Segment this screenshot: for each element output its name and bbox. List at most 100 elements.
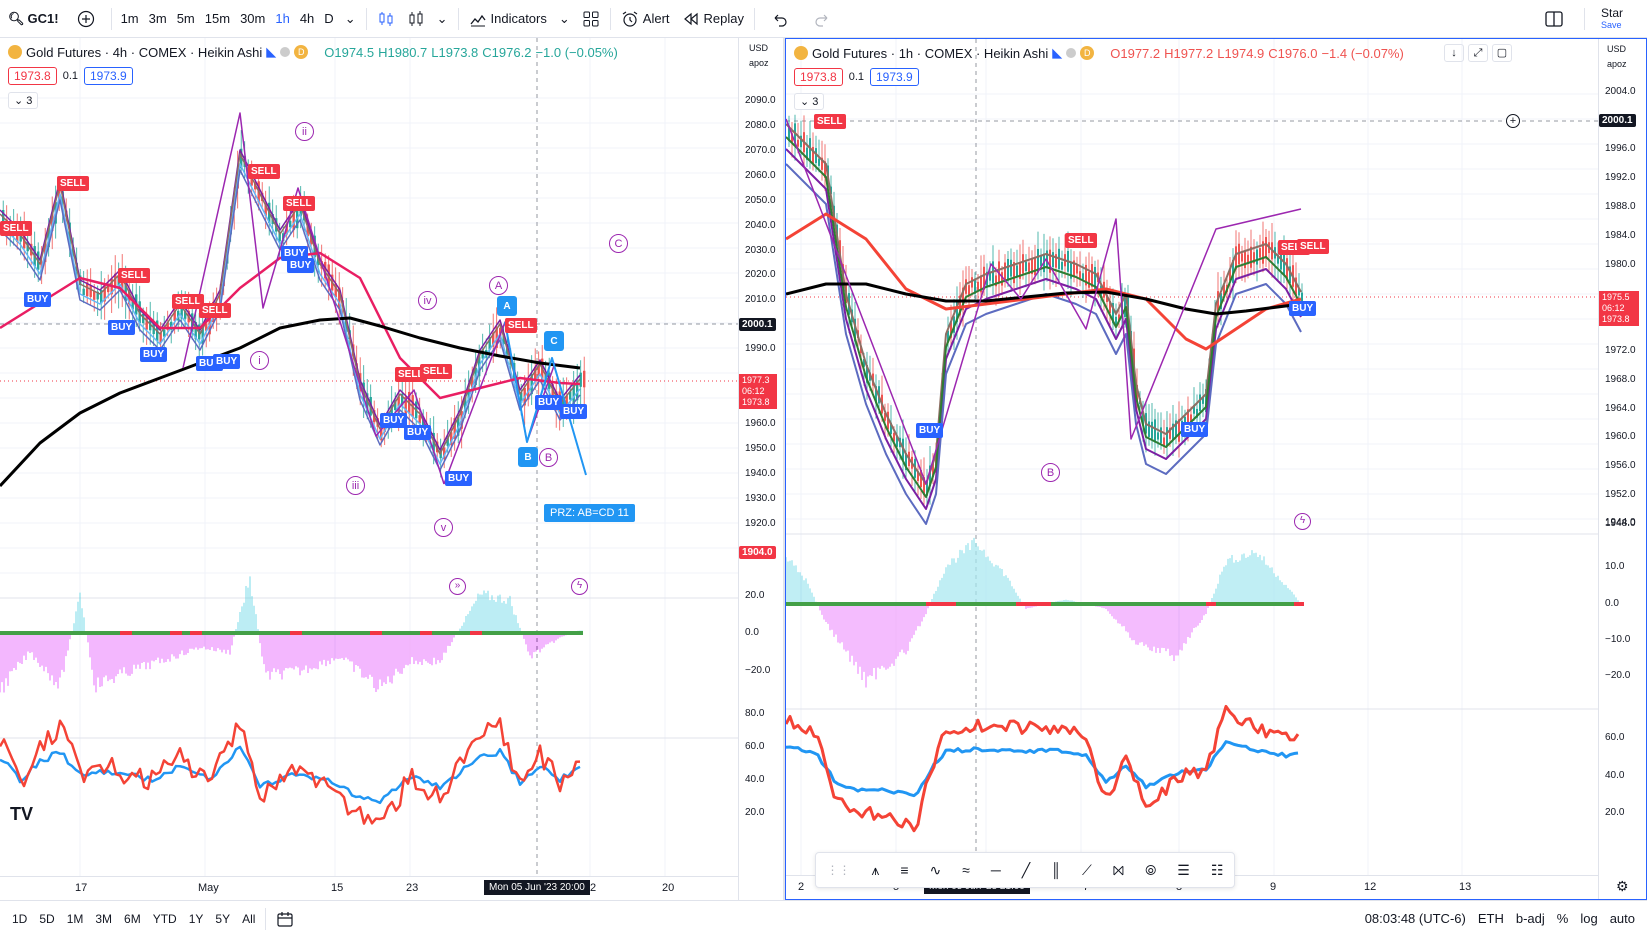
timeframe-dropdown[interactable]: ⌄ (339, 0, 362, 38)
save-layout-button[interactable]: Star Save (1589, 0, 1647, 38)
left-chart-pane[interactable]: Gold Futures · 4h · COMEX · Heikin Ashi … (0, 38, 783, 900)
wave-label-v[interactable]: v (434, 518, 453, 537)
scale-mode-label[interactable]: apoz (1607, 59, 1627, 69)
templates-button[interactable] (576, 0, 606, 38)
wave-label-A[interactable]: A (489, 276, 508, 295)
indicators-button[interactable]: Indicators (463, 0, 553, 38)
right-chart-pane[interactable]: Gold Futures · 1h · COMEX · Heikin Ashi … (785, 38, 1647, 900)
left-chart-title[interactable]: Gold Futures · 4h · COMEX · Heikin Ashi (26, 44, 263, 60)
sell-signal[interactable]: SELL (420, 364, 452, 379)
sell-signal[interactable]: SELL (57, 176, 89, 191)
session-toggle[interactable]: ETH (1477, 911, 1504, 926)
scale-mode-label[interactable]: apoz (749, 58, 769, 68)
chart-type-dropdown[interactable]: ⌄ (431, 0, 454, 38)
percent-toggle[interactable]: % (1556, 911, 1569, 926)
go-to-date-button[interactable] (270, 900, 300, 938)
buy-signal[interactable]: BUY (1181, 422, 1209, 437)
elliott-wave-icon[interactable]: ⨝ (1112, 861, 1125, 878)
flag-icon[interactable]: ◣ (266, 44, 277, 59)
maximize-pane-button[interactable]: ⤢ (1468, 44, 1488, 62)
fib-retracement-icon[interactable]: ≡ (900, 862, 909, 878)
range-6M[interactable]: 6M (124, 911, 141, 926)
buy-signal[interactable]: BUY (445, 471, 473, 486)
timeframe-30m[interactable]: 30m (240, 11, 266, 26)
prz-label[interactable]: PRZ: AB=CD 11 (544, 504, 635, 522)
wave-label-iii[interactable]: iii (346, 476, 365, 495)
sell-signal[interactable]: SELL (118, 268, 150, 283)
left-price-scale[interactable]: USD apoz 2090.0 2080.0 2070.0 2060.0 2050.0 2… (738, 38, 783, 900)
sell-signal[interactable]: SELL (0, 221, 32, 236)
buy-signal[interactable]: BUY (404, 425, 432, 440)
timeframe-D[interactable]: D (324, 11, 334, 26)
sell-signal[interactable]: SELL (199, 303, 231, 318)
flag-icon[interactable]: ◣ (1052, 45, 1063, 60)
ruler-icon[interactable]: ☷ (1210, 861, 1224, 878)
xabcd-pattern-icon[interactable]: ⩚ (871, 861, 880, 878)
indicators-collapse-button[interactable]: ⌄ 3 (8, 92, 39, 109)
timeframe-1m[interactable]: 1m (120, 11, 139, 26)
wave-label-ii[interactable]: ii (295, 122, 314, 141)
line-icon[interactable]: ⟋ (1082, 861, 1092, 878)
buy-signal[interactable]: BUY (1289, 301, 1317, 316)
buy-signal[interactable]: BUY (140, 347, 168, 362)
range-1Y[interactable]: 1Y (188, 911, 204, 926)
layout-button[interactable] (1528, 0, 1580, 38)
horizontal-ray-icon[interactable]: ─ (990, 862, 1001, 878)
right-chart-canvas[interactable] (786, 39, 1598, 875)
range-1M[interactable]: 1M (66, 911, 84, 926)
lightning-icon[interactable]: ϟ (571, 578, 588, 595)
sell-signal[interactable]: SELL (283, 196, 315, 211)
sell-signal[interactable]: SELL (172, 294, 204, 309)
right-chart-title[interactable]: Gold Futures · 1h · COMEX · Heikin Ashi (812, 45, 1049, 61)
add-alert-icon[interactable]: + (1506, 114, 1520, 128)
timeframe-15m[interactable]: 15m (204, 11, 231, 26)
timeframe-5m[interactable]: 5m (176, 11, 195, 26)
buy-signal[interactable]: BUY (535, 395, 563, 410)
currency-label[interactable]: USD (749, 43, 769, 53)
position-icon[interactable]: ☰ (1177, 861, 1190, 878)
wave-label-i[interactable]: i (250, 351, 269, 370)
undo-button[interactable] (759, 0, 801, 38)
range-5D[interactable]: 5D (39, 911, 55, 926)
range-3M[interactable]: 3M (95, 911, 113, 926)
indicators-collapse-button[interactable]: ⌄ 3 (794, 93, 825, 110)
bid-box[interactable]: 1973.8 (8, 67, 57, 85)
sell-signal[interactable]: SELL (814, 114, 846, 129)
indicators-dropdown[interactable]: ⌄ (553, 0, 576, 38)
buy-signal[interactable]: BUY (213, 354, 241, 369)
trend-line-icon[interactable]: ╱ (1021, 861, 1031, 878)
left-time-axis[interactable]: 17 May 15 23 2 20 Mon 05 Jun '23 20:00 (0, 876, 738, 900)
left-chart-canvas[interactable] (0, 38, 738, 876)
redo-button[interactable] (801, 0, 843, 38)
ask-box[interactable]: 1973.9 (870, 68, 919, 86)
abcd-pattern-icon[interactable]: ∿ (929, 861, 942, 878)
currency-label[interactable]: USD (1607, 44, 1627, 54)
vertical-lines-icon[interactable]: ║ (1051, 862, 1062, 878)
timeframe-3m[interactable]: 3m (148, 11, 167, 26)
replay-button[interactable]: Replay (676, 0, 750, 38)
buy-signal[interactable]: BUY (560, 404, 588, 419)
pane-divider[interactable] (783, 38, 785, 900)
range-5Y[interactable]: 5Y (215, 911, 231, 926)
bars-style-button[interactable] (371, 0, 401, 38)
heikin-ashi-button[interactable] (401, 0, 431, 38)
fib-spiral-icon[interactable]: ⦾ (1145, 861, 1157, 878)
sell-signal[interactable]: SELL (248, 164, 280, 179)
buy-signal[interactable]: BUY (287, 258, 315, 273)
wave-label-B[interactable]: B (1041, 463, 1060, 482)
lightning-icon[interactable]: ϟ (1294, 513, 1311, 530)
replay-marker-icon[interactable]: » (449, 578, 466, 595)
clock-label[interactable]: 08:03:48 (UTC-6) (1364, 911, 1466, 926)
buy-signal[interactable]: BUY (380, 413, 408, 428)
buy-signal[interactable]: BUY (24, 292, 52, 307)
bid-box[interactable]: 1973.8 (794, 68, 843, 86)
log-toggle[interactable]: log (1580, 911, 1598, 926)
pattern-point-C[interactable]: C (544, 331, 564, 351)
adjust-toggle[interactable]: b-adj (1515, 911, 1545, 926)
range-1D[interactable]: 1D (12, 911, 28, 926)
auto-toggle[interactable]: auto (1609, 911, 1635, 926)
ask-box[interactable]: 1973.9 (84, 67, 133, 85)
pattern-point-B[interactable]: B (518, 447, 538, 467)
symbol-search[interactable]: 🔍︎ GC1! (0, 0, 65, 38)
sell-signal[interactable]: SELL (395, 367, 427, 382)
